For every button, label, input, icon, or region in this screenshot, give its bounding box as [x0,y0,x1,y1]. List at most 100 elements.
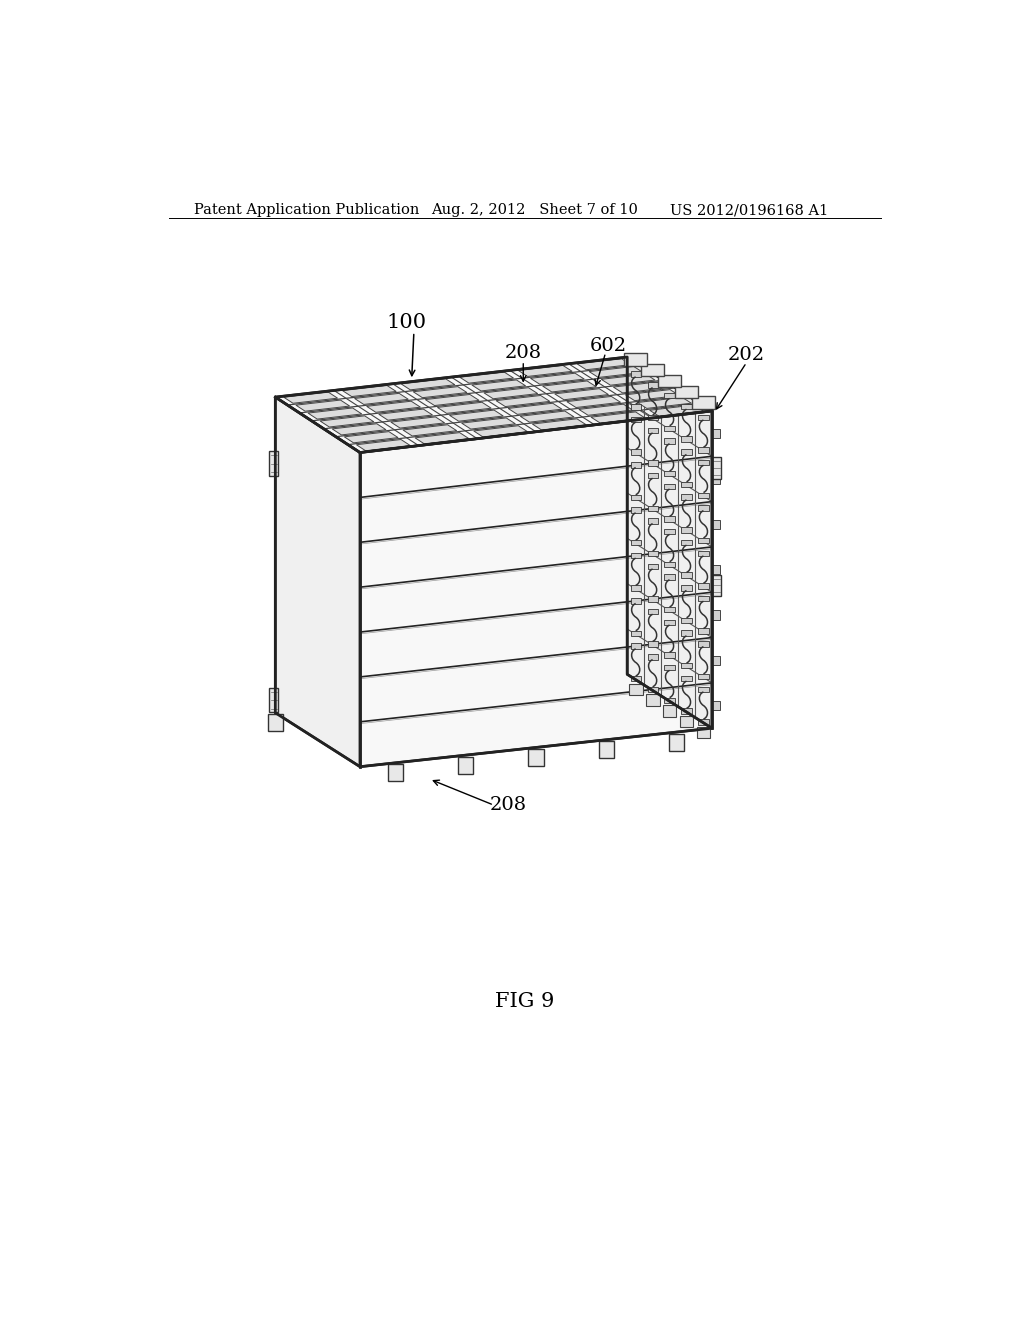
Polygon shape [665,529,675,535]
Polygon shape [647,473,657,478]
Polygon shape [681,631,691,636]
Polygon shape [698,583,709,589]
Text: 202: 202 [728,346,765,364]
Polygon shape [681,573,691,578]
Polygon shape [518,366,572,376]
Polygon shape [472,380,525,391]
Polygon shape [698,492,709,498]
Polygon shape [462,418,515,429]
Polygon shape [681,676,691,681]
Polygon shape [665,607,675,612]
Polygon shape [647,414,657,420]
Polygon shape [681,404,691,409]
Polygon shape [625,354,647,366]
Polygon shape [681,663,691,668]
Polygon shape [296,400,349,412]
Polygon shape [528,748,544,766]
Polygon shape [599,742,614,758]
Polygon shape [530,374,585,384]
Polygon shape [647,428,657,433]
Polygon shape [698,719,709,725]
Polygon shape [414,387,467,397]
Text: FIG 9: FIG 9 [496,993,554,1011]
Polygon shape [579,404,633,416]
Polygon shape [681,540,691,545]
Polygon shape [681,709,691,714]
Polygon shape [484,388,538,399]
Polygon shape [712,474,720,483]
Polygon shape [647,686,657,692]
Polygon shape [665,574,675,579]
Polygon shape [631,417,641,422]
Polygon shape [391,417,444,428]
Polygon shape [387,764,402,781]
Polygon shape [665,619,675,626]
Polygon shape [543,381,596,392]
Polygon shape [450,411,503,421]
Polygon shape [665,561,675,568]
Polygon shape [647,564,657,569]
Polygon shape [269,688,279,713]
Polygon shape [437,403,492,413]
Text: 100: 100 [386,313,426,331]
Polygon shape [681,482,691,487]
Text: Aug. 2, 2012   Sheet 7 of 10: Aug. 2, 2012 Sheet 7 of 10 [431,203,638,216]
Polygon shape [698,414,709,420]
Polygon shape [665,665,675,671]
Polygon shape [631,404,641,409]
Polygon shape [508,403,562,414]
Polygon shape [321,416,374,426]
Polygon shape [613,381,667,393]
Polygon shape [712,701,720,710]
Polygon shape [360,411,712,767]
Polygon shape [698,506,709,511]
Polygon shape [367,401,421,412]
Polygon shape [665,393,675,399]
Polygon shape [342,385,396,396]
Polygon shape [665,471,675,477]
Polygon shape [567,396,621,408]
Polygon shape [681,437,691,442]
Polygon shape [460,372,513,383]
Polygon shape [589,367,643,378]
Polygon shape [681,618,691,623]
Polygon shape [269,451,279,477]
Polygon shape [647,506,657,511]
Polygon shape [267,714,283,731]
Polygon shape [698,447,709,453]
Polygon shape [631,495,641,500]
Polygon shape [712,565,720,574]
Polygon shape [308,408,361,418]
Polygon shape [698,642,709,647]
Polygon shape [712,610,720,619]
Polygon shape [681,495,691,500]
Polygon shape [631,598,641,603]
Polygon shape [681,585,691,590]
Polygon shape [474,426,527,437]
Polygon shape [647,461,657,466]
Polygon shape [401,379,455,389]
Polygon shape [354,393,409,404]
Polygon shape [665,438,675,444]
Polygon shape [646,694,659,706]
Polygon shape [665,425,675,432]
Polygon shape [658,375,681,387]
Polygon shape [663,705,677,717]
Polygon shape [631,371,641,378]
Polygon shape [712,574,721,597]
Polygon shape [665,697,675,704]
Polygon shape [665,652,675,657]
Polygon shape [520,411,574,422]
Polygon shape [631,540,641,545]
Polygon shape [379,409,432,420]
Text: 208: 208 [489,796,526,814]
Polygon shape [578,359,631,370]
Polygon shape [496,396,550,407]
Polygon shape [641,364,665,376]
Polygon shape [647,609,657,614]
Polygon shape [415,433,469,444]
Polygon shape [626,389,679,401]
Polygon shape [712,429,720,438]
Polygon shape [591,412,645,422]
Polygon shape [698,537,709,544]
